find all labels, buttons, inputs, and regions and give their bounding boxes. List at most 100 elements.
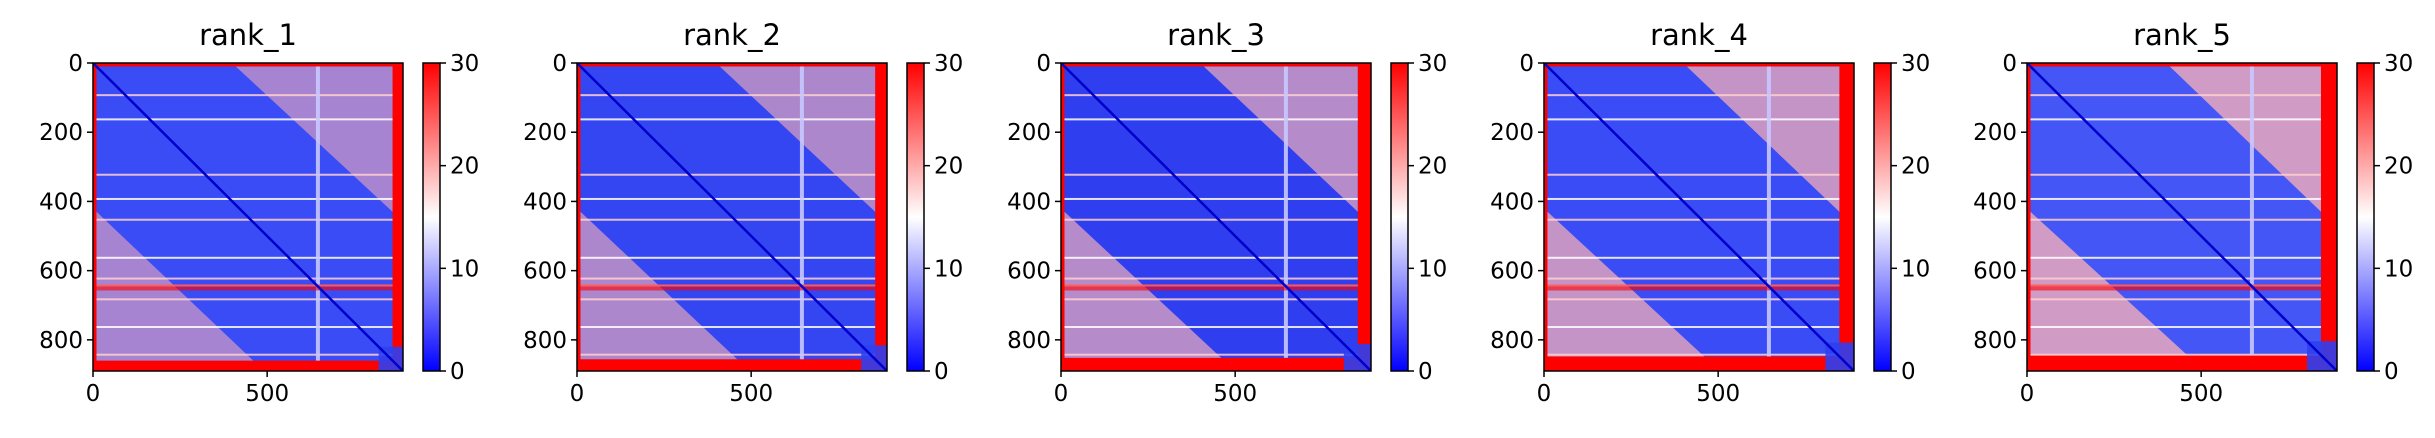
band-h	[580, 277, 876, 280]
x-tick-label: 500	[1213, 381, 1257, 407]
axes-frame	[92, 62, 404, 372]
band-h	[96, 326, 393, 329]
band-h	[96, 298, 393, 301]
band-h	[580, 197, 876, 200]
y-tick-label: 600	[1490, 259, 1534, 285]
band-h	[2030, 218, 2321, 221]
band-h	[1547, 118, 1840, 121]
band-h	[2030, 173, 2321, 176]
band-h	[580, 326, 876, 329]
band-h	[2030, 326, 2321, 329]
band-h	[1547, 218, 1840, 221]
y-tick-label: 800	[1973, 328, 2017, 354]
y-tick-label: 200	[39, 120, 83, 146]
band-h	[1064, 173, 1358, 176]
x-tick-label: 500	[1696, 381, 1740, 407]
band-h	[1547, 197, 1840, 200]
band-h	[2030, 298, 2321, 301]
y-tick-label: 0	[68, 51, 83, 77]
heatmap-panel-3: rank_3 0 500 0 200 400 600 800 0 10 20 30	[1007, 18, 1447, 407]
band-h	[580, 173, 876, 176]
y-tick-label: 400	[1007, 189, 1051, 215]
colorbar	[1874, 63, 1891, 371]
colorbar-tick-label: 10	[934, 256, 963, 282]
y-tick-label: 800	[523, 328, 567, 354]
panel-title: rank_2	[683, 18, 781, 52]
colorbar-tick-label: 0	[450, 359, 465, 385]
heatmap-panel-2: rank_2 0 500 0 200 400 600 800 0 10 20 30	[523, 18, 963, 407]
heatmap-image	[577, 63, 887, 371]
band-h	[580, 353, 876, 356]
y-tick-label: 0	[1519, 51, 1534, 77]
heatmap-image	[1061, 63, 1371, 371]
y-tick-label: 400	[39, 189, 83, 215]
colorbar	[2357, 63, 2374, 371]
x-tick-label: 500	[2179, 381, 2223, 407]
upper-right-region	[235, 66, 393, 212]
y-tick-label: 600	[1007, 259, 1051, 285]
colorbar-tick-label: 30	[450, 51, 479, 77]
panel-title: rank_5	[2133, 18, 2231, 52]
y-tick-label: 800	[39, 328, 83, 354]
colorbar-tick-label: 30	[934, 51, 963, 77]
axes-frame	[1060, 62, 1372, 372]
band-v	[2249, 66, 2254, 356]
band-h	[580, 256, 876, 259]
band-h	[580, 94, 876, 97]
heatmap-panel-1: rank_1 0 500 0 200 400 600 800 0 10 20 30	[39, 18, 479, 407]
band-h	[96, 218, 393, 221]
y-tick-label: 400	[1973, 189, 2017, 215]
colorbar-tick-label: 30	[1418, 51, 1447, 77]
band-v	[315, 66, 320, 361]
band-h	[2030, 277, 2321, 280]
x-tick-label: 0	[570, 381, 585, 407]
band-v	[1766, 66, 1771, 357]
diagonal-line	[2027, 63, 2337, 371]
y-tick-label: 200	[523, 120, 567, 146]
band-h	[2030, 118, 2321, 121]
band-h-strong	[580, 284, 876, 291]
band-h	[580, 118, 876, 121]
colorbar-tick-label: 20	[2384, 154, 2413, 180]
colorbar-tick-label: 0	[2384, 359, 2399, 385]
band-h	[96, 197, 393, 200]
colorbar-tick-label: 20	[1901, 154, 1930, 180]
band-h	[1547, 353, 1840, 356]
x-tick-label: 0	[2020, 381, 2035, 407]
lower-left-region	[1547, 211, 1705, 357]
colorbar-tick-label: 20	[934, 154, 963, 180]
band-h	[2030, 256, 2321, 259]
band-h-strong	[1547, 284, 1840, 291]
band-h	[1064, 197, 1358, 200]
band-h	[1064, 353, 1358, 356]
x-tick-label: 0	[1054, 381, 1069, 407]
diagonal-line	[93, 63, 403, 371]
y-tick-label: 200	[1007, 120, 1051, 146]
diagonal-line	[577, 63, 887, 371]
panel-title: rank_4	[1650, 18, 1748, 52]
x-tick-label: 0	[86, 381, 101, 407]
y-tick-label: 200	[1490, 120, 1534, 146]
heatmap-image	[2027, 63, 2337, 371]
band-h	[1064, 298, 1358, 301]
band-h	[96, 353, 393, 356]
colorbar-tick-label: 10	[2384, 256, 2413, 282]
axes-frame	[1543, 62, 1855, 372]
heatmap-image	[1544, 63, 1854, 371]
band-h-strong	[1064, 284, 1358, 291]
y-tick-label: 600	[523, 259, 567, 285]
y-tick-label: 600	[39, 259, 83, 285]
panel-title: rank_1	[199, 18, 297, 52]
axes-frame	[2026, 62, 2338, 372]
heatmap-panel-4: rank_4 0 500 0 200 400 600 800 0 10 20 30	[1490, 18, 1930, 407]
band-h	[1547, 256, 1840, 259]
band-h	[1547, 94, 1840, 97]
x-tick-label: 0	[1537, 381, 1552, 407]
band-h	[1064, 218, 1358, 221]
lower-left-region	[2030, 211, 2188, 356]
band-h	[1547, 173, 1840, 176]
y-tick-label: 0	[1036, 51, 1051, 77]
diagonal-line	[1544, 63, 1854, 371]
band-h	[1064, 118, 1358, 121]
x-tick-label: 500	[729, 381, 773, 407]
